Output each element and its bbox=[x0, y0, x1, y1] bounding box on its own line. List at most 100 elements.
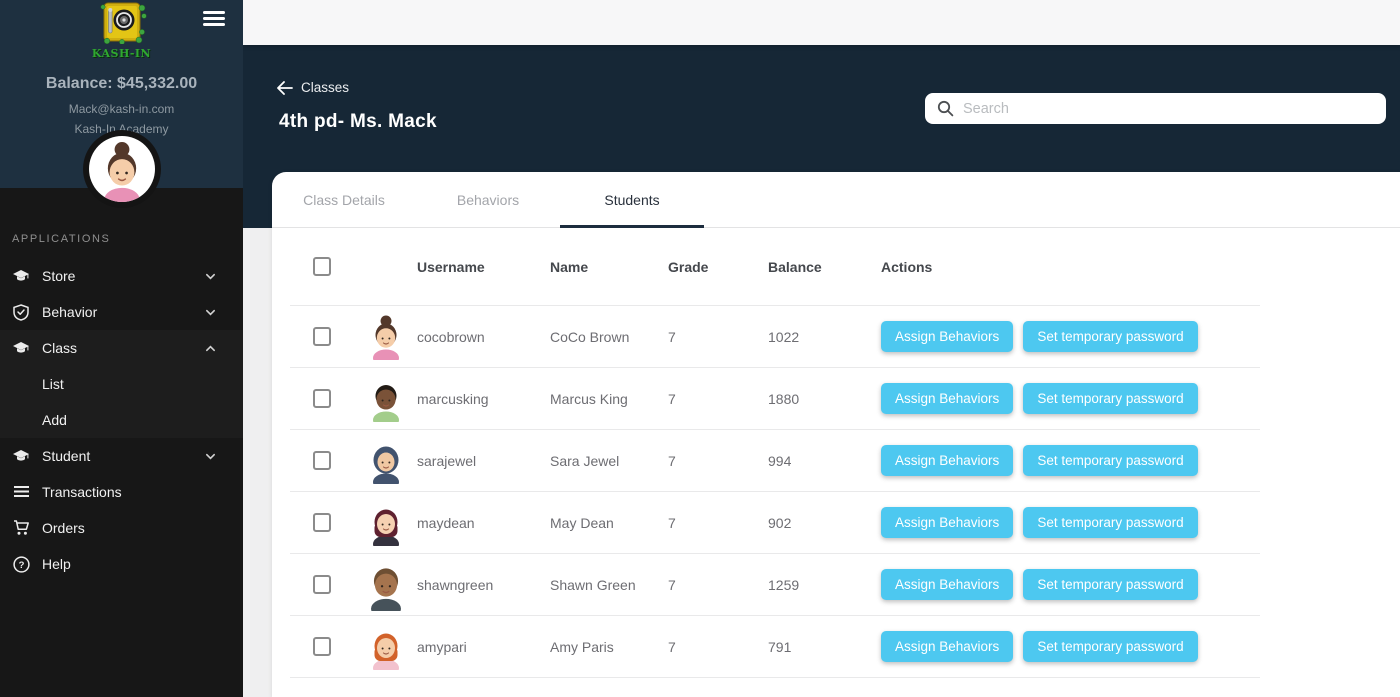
cell-grade: 7 bbox=[668, 514, 676, 531]
cell-grade: 7 bbox=[668, 328, 676, 345]
sidebar-item-label: Transactions bbox=[42, 484, 122, 500]
cell-actions: Assign Behaviors Set temporary password bbox=[881, 631, 1260, 662]
set-temporary-password-button[interactable]: Set temporary password bbox=[1023, 569, 1198, 600]
cell-actions: Assign Behaviors Set temporary password bbox=[881, 383, 1260, 414]
student-avatar bbox=[366, 500, 406, 546]
student-avatar bbox=[366, 624, 406, 670]
tab-students[interactable]: Students bbox=[560, 172, 704, 228]
row-checkbox[interactable] bbox=[313, 389, 331, 408]
student-avatar bbox=[366, 314, 406, 360]
list-icon bbox=[12, 483, 30, 501]
tab-behaviors[interactable]: Behaviors bbox=[456, 191, 520, 208]
sidebar-item-store[interactable]: Store bbox=[0, 258, 243, 294]
table-row: shawngreen Shawn Green 7 1259 Assign Beh… bbox=[290, 554, 1260, 616]
set-temporary-password-button[interactable]: Set temporary password bbox=[1023, 321, 1198, 352]
cell-name: Sara Jewel bbox=[550, 452, 620, 469]
graduation-cap-icon bbox=[12, 339, 30, 357]
assign-behaviors-button[interactable]: Assign Behaviors bbox=[881, 631, 1014, 662]
row-checkbox[interactable] bbox=[313, 575, 331, 594]
sidebar-item-class[interactable]: Class bbox=[0, 330, 243, 366]
profile-avatar-image bbox=[88, 136, 155, 202]
sidebar-item-label: Behavior bbox=[42, 304, 98, 320]
kash-in-logo-icon bbox=[100, 2, 147, 45]
tab-bar: Class Details Behaviors Students bbox=[272, 172, 1400, 228]
table-header-row: Username Name Grade Balance Actions bbox=[290, 228, 1260, 306]
cell-name: May Dean bbox=[550, 514, 614, 531]
sidebar: KASH-IN Balance: $45,332.00 Mack@kash-in… bbox=[0, 0, 243, 697]
sidebar-item-label: Student bbox=[42, 448, 91, 464]
sidebar-subitem-list[interactable]: List bbox=[42, 376, 64, 392]
table-row: amypari Amy Paris 7 791 Assign Behaviors… bbox=[290, 616, 1260, 678]
cell-actions: Assign Behaviors Set temporary password bbox=[881, 507, 1260, 538]
select-all-checkbox[interactable] bbox=[313, 257, 331, 276]
sidebar-item-label: Store bbox=[42, 268, 76, 284]
column-header-username: Username bbox=[417, 258, 485, 275]
user-email: Mack@kash-in.com bbox=[68, 102, 175, 116]
set-temporary-password-button[interactable]: Set temporary password bbox=[1023, 445, 1198, 476]
search-input[interactable] bbox=[963, 100, 1376, 117]
set-temporary-password-button[interactable]: Set temporary password bbox=[1023, 507, 1198, 538]
sidebar-item-student[interactable]: Student bbox=[0, 438, 243, 474]
sidebar-subitem-add[interactable]: Add bbox=[42, 412, 67, 428]
balance-label: Balance: $45,332.00 bbox=[45, 75, 198, 92]
sidebar-item-transactions[interactable]: Transactions bbox=[0, 474, 243, 510]
menu-icon[interactable] bbox=[203, 11, 225, 30]
applications-section-label: APPLICATIONS bbox=[12, 233, 111, 245]
column-header-grade: Grade bbox=[668, 258, 709, 275]
page-title: 4th pd- Ms. Mack bbox=[279, 111, 437, 132]
sidebar-item-label: Orders bbox=[42, 520, 85, 536]
sidebar-item-label: Help bbox=[42, 556, 71, 572]
table-row: cocobrown CoCo Brown 7 1022 Assign Behav… bbox=[290, 306, 1260, 368]
cell-actions: Assign Behaviors Set temporary password bbox=[881, 445, 1260, 476]
cell-actions: Assign Behaviors Set temporary password bbox=[881, 569, 1260, 600]
cell-balance: 1880 bbox=[768, 390, 800, 407]
sidebar-item-behavior[interactable]: Behavior bbox=[0, 294, 243, 330]
chevron-down-icon bbox=[206, 273, 215, 280]
row-checkbox[interactable] bbox=[313, 451, 331, 470]
search-box bbox=[925, 93, 1386, 124]
sidebar-item-help[interactable]: ? Help bbox=[0, 546, 243, 582]
cell-balance: 994 bbox=[768, 452, 792, 469]
cart-icon bbox=[12, 519, 30, 537]
cell-balance: 1022 bbox=[768, 328, 800, 345]
tab-class-details[interactable]: Class Details bbox=[303, 191, 385, 208]
sidebar-nav: APPLICATIONS Store Behavior Class bbox=[0, 188, 243, 582]
row-checkbox[interactable] bbox=[313, 327, 331, 346]
cell-balance: 902 bbox=[768, 514, 792, 531]
cell-grade: 7 bbox=[668, 576, 676, 593]
assign-behaviors-button[interactable]: Assign Behaviors bbox=[881, 383, 1014, 414]
cell-username: cocobrown bbox=[417, 328, 485, 345]
column-header-actions: Actions bbox=[881, 258, 933, 275]
table-row: sarajewel Sara Jewel 7 994 Assign Behavi… bbox=[290, 430, 1260, 492]
svg-text:?: ? bbox=[18, 560, 24, 571]
cell-grade: 7 bbox=[668, 390, 676, 407]
row-checkbox[interactable] bbox=[313, 637, 331, 656]
chevron-down-icon bbox=[206, 309, 215, 316]
cell-balance: 791 bbox=[768, 638, 792, 655]
shield-check-icon bbox=[12, 303, 30, 321]
cell-username: shawngreen bbox=[417, 576, 494, 593]
cell-username: maydean bbox=[417, 514, 475, 531]
student-avatar bbox=[366, 438, 406, 484]
assign-behaviors-button[interactable]: Assign Behaviors bbox=[881, 507, 1014, 538]
breadcrumb[interactable]: Classes bbox=[276, 80, 349, 95]
cell-name: Amy Paris bbox=[550, 638, 614, 655]
sidebar-item-orders[interactable]: Orders bbox=[0, 510, 243, 546]
assign-behaviors-button[interactable]: Assign Behaviors bbox=[881, 321, 1014, 352]
help-icon: ? bbox=[12, 555, 30, 573]
assign-behaviors-button[interactable]: Assign Behaviors bbox=[881, 445, 1014, 476]
table-body: cocobrown CoCo Brown 7 1022 Assign Behav… bbox=[290, 306, 1260, 678]
cell-username: marcusking bbox=[417, 390, 489, 407]
assign-behaviors-button[interactable]: Assign Behaviors bbox=[881, 569, 1014, 600]
top-strip bbox=[243, 0, 1400, 45]
column-header-name: Name bbox=[550, 258, 589, 275]
main-area: Classes 4th pd- Ms. Mack Class Details B… bbox=[243, 0, 1400, 697]
profile-avatar[interactable] bbox=[82, 130, 161, 208]
set-temporary-password-button[interactable]: Set temporary password bbox=[1023, 383, 1198, 414]
set-temporary-password-button[interactable]: Set temporary password bbox=[1023, 631, 1198, 662]
cell-actions: Assign Behaviors Set temporary password bbox=[881, 321, 1260, 352]
chevron-down-icon bbox=[206, 453, 215, 460]
back-arrow-icon bbox=[277, 80, 293, 95]
table-row: marcusking Marcus King 7 1880 Assign Beh… bbox=[290, 368, 1260, 430]
row-checkbox[interactable] bbox=[313, 513, 331, 532]
